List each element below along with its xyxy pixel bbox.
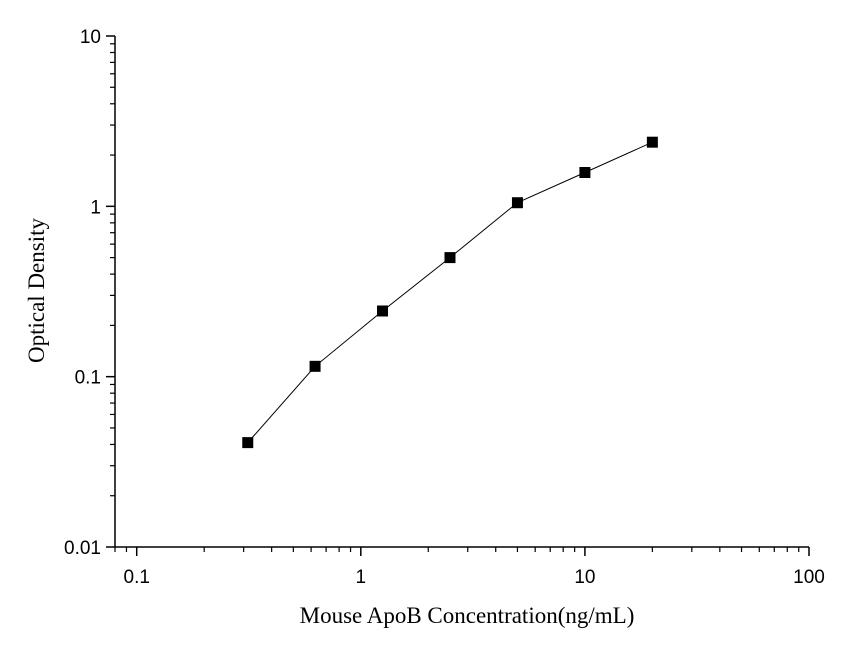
x-axis-title: Mouse ApoB Concentration(ng/mL) [300, 603, 635, 628]
data-point [377, 305, 389, 317]
plot-area [242, 136, 658, 449]
data-point [444, 252, 456, 264]
data-point [511, 197, 523, 209]
x-tick-label: 1 [356, 567, 367, 588]
data-point [242, 437, 254, 449]
data-point [579, 166, 591, 178]
y-tick-label: 1 [90, 197, 101, 218]
data-point [646, 136, 658, 148]
x-tick-label: 100 [793, 567, 825, 588]
axes [114, 36, 809, 548]
x-tick-label: 0.1 [124, 567, 150, 588]
y-tick-label: 0.1 [75, 368, 101, 389]
y-tick-label: 0.01 [64, 538, 101, 559]
x-axis-ticks: 0.1 1 10 100 [114, 547, 825, 588]
y-axis-title: Optical Density [24, 218, 49, 363]
x-tick-label: 10 [574, 567, 595, 588]
y-tick-label: 10 [80, 27, 101, 48]
series-line [247, 141, 653, 443]
y-axis-ticks: 0.01 0.1 1 10 [64, 27, 115, 559]
data-point [309, 360, 321, 372]
